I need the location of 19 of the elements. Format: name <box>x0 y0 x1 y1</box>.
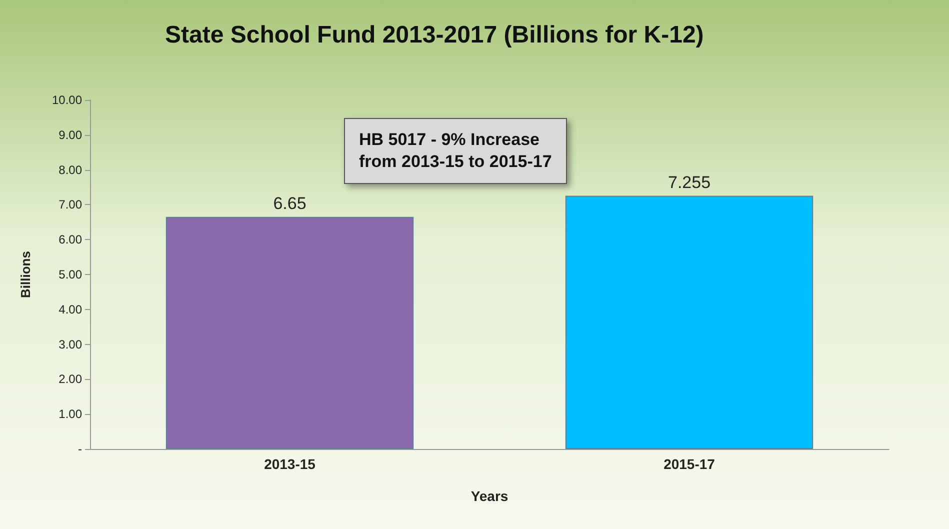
annotation: HB 5017 - 9% Increase from 2013-15 to 2015-17 <box>344 118 567 184</box>
data-label: 7.255 <box>668 172 711 192</box>
y-tick-label: 3.00 <box>58 337 82 352</box>
y-tick-label: 2.00 <box>58 372 82 386</box>
y-tick-label: 7.00 <box>58 198 82 212</box>
y-tick-label: 6.00 <box>58 232 82 247</box>
chart-title: State School Fund 2013-2017 (Billions for K-12) <box>165 22 704 48</box>
y-axis-title: Billions <box>18 251 33 298</box>
data-label: 6.65 <box>273 194 306 213</box>
y-tick-label: 8.00 <box>58 162 82 177</box>
y-tick-label: - <box>78 442 82 456</box>
y-tick-label: 4.00 <box>58 302 82 316</box>
x-tick-label: 2013-15 <box>264 456 316 472</box>
y-tick-label: 9.00 <box>58 128 82 142</box>
y-tick-label: 5.00 <box>58 268 82 282</box>
y-tick-label: 10.00 <box>52 93 82 107</box>
y-tick-label: 1.00 <box>58 407 82 422</box>
x-tick-label: 2015-17 <box>664 456 716 472</box>
x-axis-title: Years <box>470 488 508 504</box>
